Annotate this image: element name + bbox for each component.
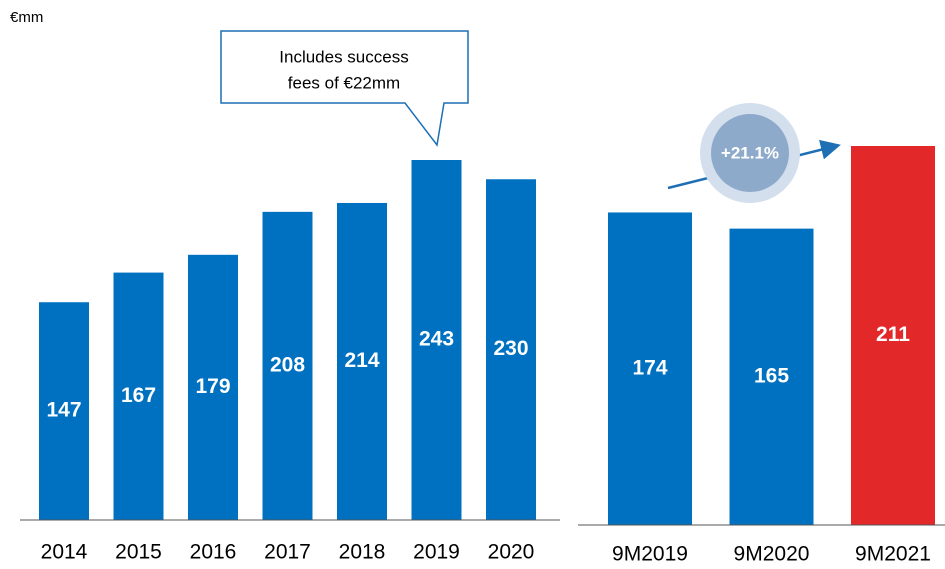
x-tick-label: 2016 (190, 541, 237, 564)
value-label: 211 (876, 323, 910, 346)
value-label: 179 (195, 375, 230, 398)
value-label: 230 (493, 337, 528, 360)
bar (729, 228, 814, 525)
x-tick-label: 2017 (264, 541, 311, 564)
growth-label: +21.1% (721, 143, 779, 162)
bar (486, 179, 536, 520)
value-label: 165 (754, 364, 789, 387)
value-label: 243 (419, 328, 454, 351)
value-label: 167 (121, 384, 156, 407)
bar (851, 146, 935, 525)
bar (113, 272, 164, 520)
x-tick-label: 9M2019 (612, 543, 688, 566)
bar (188, 254, 238, 520)
bar (262, 211, 313, 520)
value-label: 208 (270, 353, 305, 376)
x-tick-label: 2019 (413, 541, 460, 564)
x-tick-label: 2018 (339, 541, 386, 564)
x-tick-label: 2015 (115, 541, 162, 564)
growth-bubble (711, 114, 789, 192)
value-label: 147 (46, 399, 81, 422)
x-tick-label: 9M2020 (734, 543, 810, 566)
callout-box (220, 30, 469, 147)
bar (337, 202, 387, 521)
unit-label: €mm (10, 9, 43, 26)
callout-text: fees of €22mm (288, 73, 400, 92)
bar (608, 212, 692, 525)
value-label: 214 (344, 349, 379, 372)
value-label: 174 (632, 356, 667, 379)
bar (39, 302, 89, 520)
x-tick-label: 9M2021 (855, 543, 931, 566)
x-tick-label: 2020 (488, 541, 535, 564)
bar (411, 160, 462, 520)
x-tick-label: 2014 (41, 541, 88, 564)
callout-text: Includes success (279, 47, 408, 66)
